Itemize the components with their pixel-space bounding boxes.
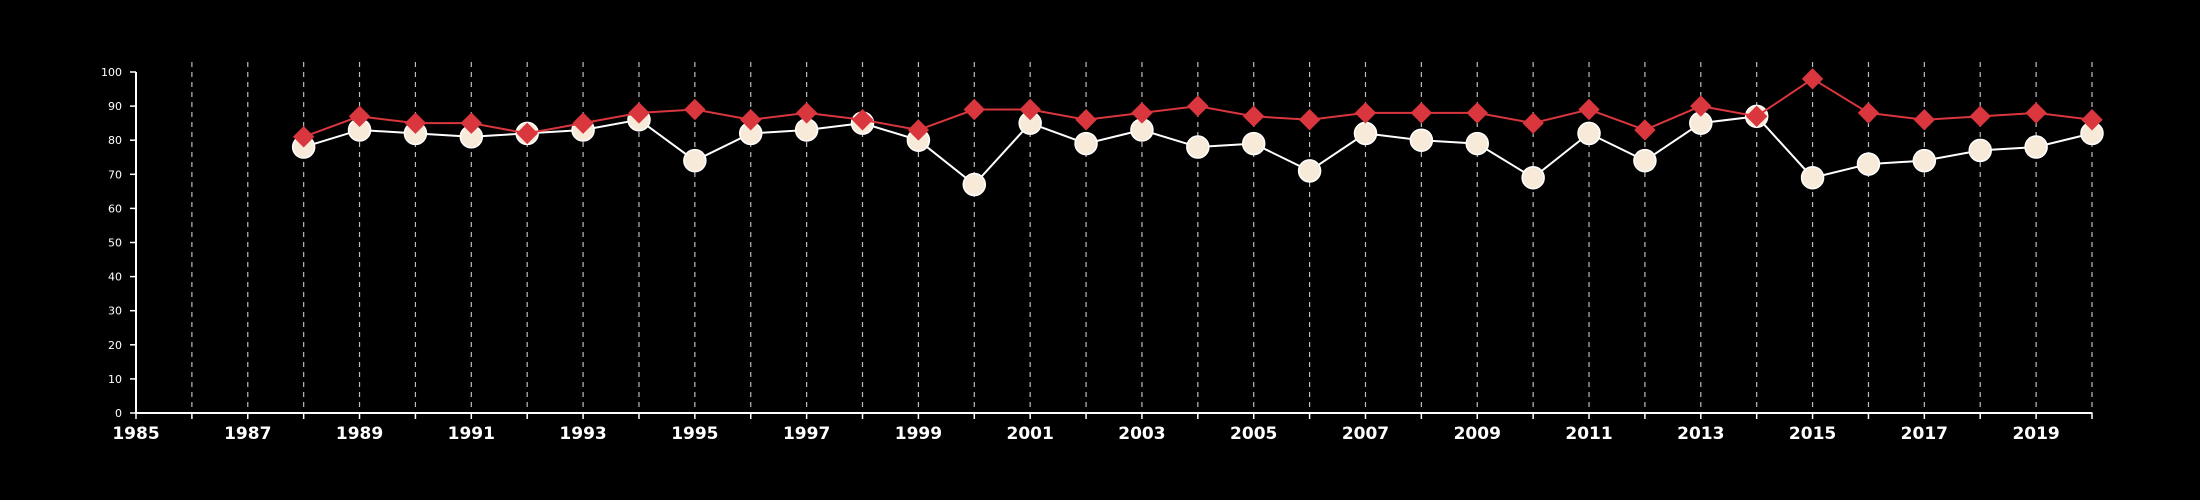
point-diamond-2009 [1466,102,1488,124]
point-circle-2019 [2024,135,2048,159]
x-tick-label-2005: 2005 [1230,424,1277,444]
series-diamond [292,68,2103,148]
x-tick-label-2011: 2011 [1565,424,1612,444]
y-tick-label-10: 10 [108,373,122,386]
gridlines [191,62,2093,413]
point-circle-2012 [1633,148,1657,173]
point-diamond-1997 [795,102,818,124]
point-circle-2009 [1465,131,1490,156]
point-circle-2010 [1521,165,1545,190]
point-diamond-1996 [740,109,762,131]
x-tick-label-1987: 1987 [224,424,271,444]
point-circle-2015 [1800,165,1825,190]
y-tick-label-60: 60 [108,202,122,215]
x-tick-label-2003: 2003 [1118,424,1165,444]
x-tick-label-2001: 2001 [1007,424,1054,444]
point-diamond-2003 [1131,102,1153,124]
point-diamond-2020 [2081,109,2103,131]
y-tick-label-50: 50 [108,237,122,250]
y-tick-label-90: 90 [108,100,122,113]
point-diamond-1992 [516,122,538,145]
point-circle-2011 [1577,121,1601,146]
point-circle-2008 [1409,128,1434,152]
point-diamond-1990 [404,112,427,134]
y-tick-labels: 0 10 20 30 40 50 60 70 80 90 100 [101,66,122,420]
point-diamond-2015 [1801,68,1824,90]
point-circle-2004 [1186,135,1210,159]
point-diamond-2011 [1578,98,1600,121]
point-diamond-2016 [1857,102,1880,124]
point-circle-2007 [1353,121,1378,146]
point-diamond-2018 [1969,105,1991,128]
point-circle-2006 [1297,159,1322,183]
y-tick-label-30: 30 [108,305,122,318]
point-diamond-1998 [851,109,874,131]
point-circle-2000 [962,172,987,197]
x-tick-label-2017: 2017 [1901,424,1948,444]
point-circle-2002 [1074,131,1098,156]
point-diamond-1991 [460,112,483,134]
point-diamond-2010 [1522,112,1544,134]
point-diamond-2019 [2025,102,2047,124]
point-circle-2016 [1856,152,1881,176]
point-diamond-2002 [1075,109,1097,131]
point-circle-2018 [1968,138,1992,163]
series-circle [291,104,2104,197]
point-diamond-2000 [963,98,985,121]
x-tick-label-1989: 1989 [336,424,383,444]
point-diamond-2001 [1019,98,1041,121]
point-diamond-1999 [907,119,930,141]
x-tick-label-1993: 1993 [559,424,606,444]
x-tick-label-1991: 1991 [448,424,495,444]
point-diamond-1994 [628,102,650,124]
point-diamond-1995 [684,98,706,121]
point-diamond-1993 [572,112,594,134]
point-diamond-2014 [1745,105,1768,128]
series-layer [291,68,2104,197]
y-tick-label-20: 20 [108,339,122,352]
x-tick-label-1995: 1995 [671,424,718,444]
point-diamond-2005 [1243,105,1265,128]
y-tick-label-70: 70 [108,168,122,181]
x-tick-label-2007: 2007 [1342,424,1389,444]
x-tick-label-1999: 1999 [895,424,942,444]
x-tick-labels: 1985 1987 1989 1991 1993 1995 1997 1999 2001 2003… [112,424,2059,444]
point-diamond-1989 [348,105,371,128]
point-circle-2017 [1912,148,1937,173]
x-tick-label-1997: 1997 [783,424,830,444]
x-tick-label-2009: 2009 [1454,424,1501,444]
x-tick-label-2013: 2013 [1677,424,1724,444]
y-tick-label-0: 0 [115,407,122,420]
point-circle-1995 [683,148,707,173]
point-circle-2005 [1241,131,1266,156]
x-tick-label-1985: 1985 [112,424,159,444]
x-tick-label-2015: 2015 [1789,424,1836,444]
y-tick-label-100: 100 [101,66,122,79]
point-diamond-2013 [1690,95,1712,117]
axes [130,71,2093,419]
point-diamond-2017 [1913,109,1936,131]
y-tick-label-40: 40 [108,271,122,284]
y-tick-label-80: 80 [108,134,122,147]
point-diamond-2012 [1634,119,1656,141]
point-diamond-2004 [1187,95,1209,117]
point-diamond-2006 [1298,109,1321,131]
point-diamond-1988 [292,126,315,148]
point-diamond-2008 [1410,102,1433,124]
point-diamond-2007 [1354,102,1377,124]
x-tick-label-2019: 2019 [2012,424,2059,444]
